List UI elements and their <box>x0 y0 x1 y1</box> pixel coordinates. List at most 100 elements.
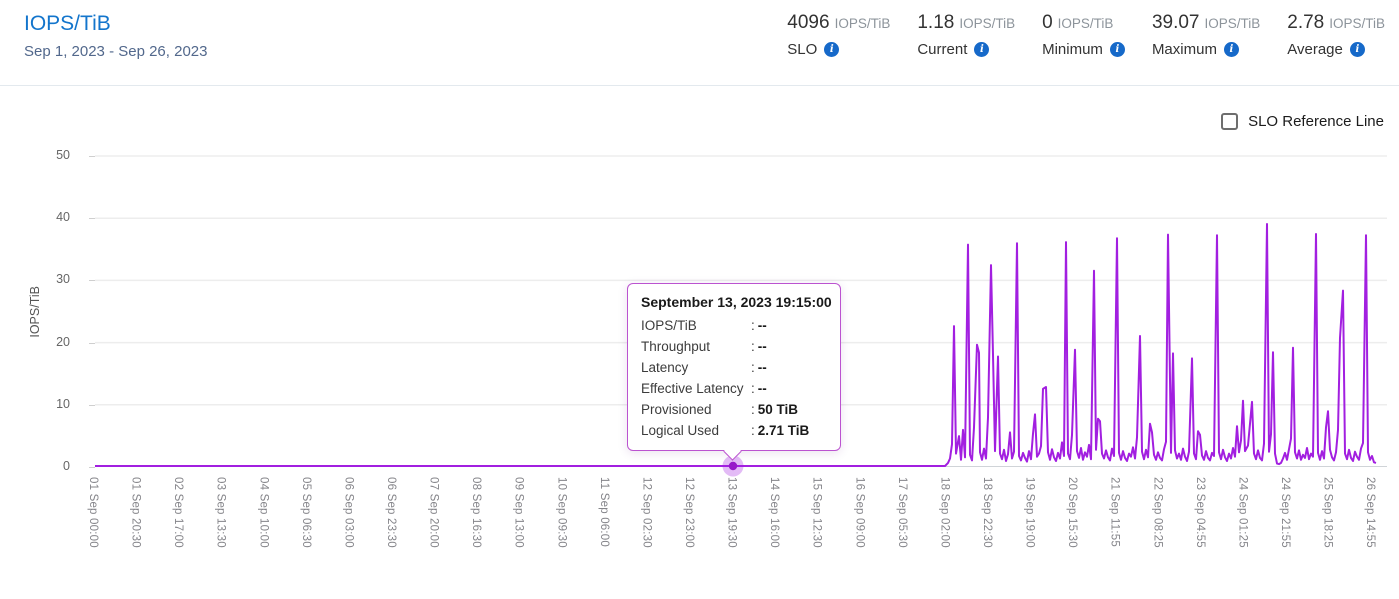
stat-unit: IOPS/TiB <box>1057 16 1114 31</box>
y-tick-mark <box>89 280 95 282</box>
tooltip: September 13, 2023 19:15:00 IOPS/TiB: -- T… <box>627 283 841 461</box>
tooltip-row: Throughput : -- <box>641 336 827 357</box>
tooltip-value: :50 TiB <box>751 402 799 417</box>
tooltip-value: : -- <box>751 381 767 396</box>
x-tick-label: 07 Sep 20:00 <box>427 477 440 548</box>
stat-value: 39.07 <box>1151 12 1200 33</box>
iops-series-line[interactable] <box>95 223 1377 467</box>
x-tick-label: 21 Sep 11:55 <box>1108 477 1121 547</box>
y-tick-mark <box>89 156 95 157</box>
tooltip-value: :2.71 TiB <box>751 423 810 438</box>
stat-unit: IOPS/TiB <box>1329 16 1385 31</box>
tooltip-row: Logical Used :2.71 TiB <box>641 420 827 441</box>
y-tick-label: 50 <box>56 148 70 162</box>
stat-unit: IOPS/TiB <box>959 16 1016 31</box>
x-tick-label: 12 Sep 23:00 <box>682 477 695 548</box>
tooltip-value: : -- <box>751 318 767 333</box>
y-tick-label: 30 <box>56 272 70 287</box>
x-tick-label: 26 Sep 14:55 <box>1364 477 1377 548</box>
stat-value: 2.78 <box>1287 12 1325 33</box>
x-tick-label: 10 Sep 09:30 <box>555 477 568 548</box>
slo-reference-line-label: SLO Reference Line <box>1248 113 1384 130</box>
x-tick-label: 24 Sep 01:25 <box>1236 477 1249 548</box>
tooltip-title: September 13, 2023 19:15:00 <box>641 294 832 310</box>
y-tick-label: 20 <box>56 334 70 349</box>
header: IOPS/TiB Sep 1, 2023 - Sep 26, 2023 <box>24 11 207 60</box>
stat-maximum: 39.07 IOPS/TiB Maximum i <box>1152 11 1260 58</box>
stat-value: 1.18 <box>917 12 955 33</box>
tooltip-row: Effective Latency : -- <box>641 378 827 399</box>
tooltip-label: IOPS/TiB <box>641 318 697 333</box>
x-tick-label: 06 Sep 23:30 <box>384 477 397 548</box>
x-tick-label: 13 Sep 19:30 <box>725 477 738 548</box>
tooltip-value: : -- <box>751 339 767 354</box>
x-tick-label: 14 Sep 16:00 <box>768 477 781 548</box>
x-tick-label: 08 Sep 16:30 <box>470 477 483 548</box>
x-tick-label: 25 Sep 18:25 <box>1321 477 1334 548</box>
y-tick-mark <box>89 404 95 406</box>
x-tick-label: 05 Sep 06:30 <box>299 477 312 548</box>
header-divider <box>0 85 1399 86</box>
stat-label: SLO <box>787 40 818 58</box>
tooltip-rows: IOPS/TiB: -- Throughput: -- Latency: -- Effect… <box>641 315 827 441</box>
tooltip-label: Latency <box>641 360 689 375</box>
x-tick-label: 04 Sep 10:00 <box>257 477 270 548</box>
date-range: Sep 1, 2023 - Sep 26, 2023 <box>24 43 208 61</box>
tooltip-label: Effective Latency <box>641 381 744 396</box>
page-title: IOPS/TiB <box>24 12 111 35</box>
y-axis-title: IOPS/TiB <box>28 285 42 338</box>
stat-minimum: 0 IOPS/TiB Minimum i <box>1042 11 1125 58</box>
stat-value: 4096 <box>787 12 830 33</box>
data-point-marker <box>728 461 738 471</box>
slo-reference-line-toggle[interactable]: SLO Reference Line <box>1221 113 1384 130</box>
tooltip-row: IOPS/TiB : -- <box>641 315 827 336</box>
stat-current: 1.18 IOPS/TiB Current i <box>917 11 1015 58</box>
x-tick-label: 16 Sep 09:00 <box>853 477 866 548</box>
stat-label: Average <box>1287 40 1343 58</box>
x-tick-label: 18 Sep 22:30 <box>980 477 993 548</box>
x-tick-label: 02 Sep 17:00 <box>172 477 185 548</box>
x-tick-label: 24 Sep 21:55 <box>1278 477 1291 548</box>
y-tick-label: 10 <box>56 396 70 411</box>
x-tick-label: 19 Sep 19:00 <box>1023 477 1036 548</box>
tooltip-label: Throughput <box>641 339 711 354</box>
x-tick-label: 17 Sep 05:30 <box>895 477 908 548</box>
stat-value: 0 <box>1042 12 1053 33</box>
y-tick-mark <box>89 342 95 344</box>
info-icon[interactable]: i <box>824 41 840 57</box>
tooltip-label: Provisioned <box>641 402 712 417</box>
x-tick-label: 15 Sep 12:30 <box>810 477 823 548</box>
x-tick-label: 09 Sep 13:00 <box>512 477 525 548</box>
stat-unit: IOPS/TiB <box>1204 16 1261 31</box>
info-icon[interactable]: i <box>1109 41 1125 57</box>
stat-slo: 4096 IOPS/TiB SLO i <box>787 11 890 58</box>
stat-label: Maximum <box>1151 40 1217 58</box>
y-tick-mark <box>89 218 95 220</box>
tooltip-row: Provisioned :50 TiB <box>641 399 827 420</box>
x-tick-label: 11 Sep 06:00 <box>597 477 610 547</box>
y-tick-mark <box>89 467 95 468</box>
x-tick-label: 01 Sep 20:30 <box>129 477 142 548</box>
tooltip-label: Logical Used <box>641 423 720 438</box>
slo-reference-line-checkbox[interactable] <box>1221 113 1239 130</box>
tooltip-value: : -- <box>751 360 767 375</box>
x-tick-label: 12 Sep 02:30 <box>640 477 653 548</box>
info-icon[interactable]: i <box>1223 41 1239 57</box>
stat-average: 2.78 IOPS/TiB Average i <box>1287 11 1385 58</box>
info-icon[interactable]: i <box>1349 41 1365 57</box>
y-tick-label: 0 <box>63 459 70 473</box>
y-tick-label: 40 <box>56 210 70 225</box>
info-icon[interactable]: i <box>974 41 990 57</box>
stats-row: 4096 IOPS/TiB SLO i 1.18 IOPS/TiB Current i 0 IOP… <box>787 11 1385 58</box>
x-tick-label: 22 Sep 08:25 <box>1151 477 1164 548</box>
stat-label: Current <box>917 40 968 58</box>
x-tick-label: 23 Sep 04:55 <box>1193 477 1206 548</box>
x-tick-label: 20 Sep 15:30 <box>1066 477 1079 548</box>
x-tick-label: 06 Sep 03:00 <box>342 477 355 548</box>
x-tick-label: 18 Sep 02:00 <box>938 477 951 548</box>
stat-unit: IOPS/TiB <box>834 16 891 31</box>
tooltip-row: Latency : -- <box>641 357 827 378</box>
x-tick-label: 01 Sep 00:00 <box>87 477 99 548</box>
stat-label: Minimum <box>1042 40 1103 58</box>
